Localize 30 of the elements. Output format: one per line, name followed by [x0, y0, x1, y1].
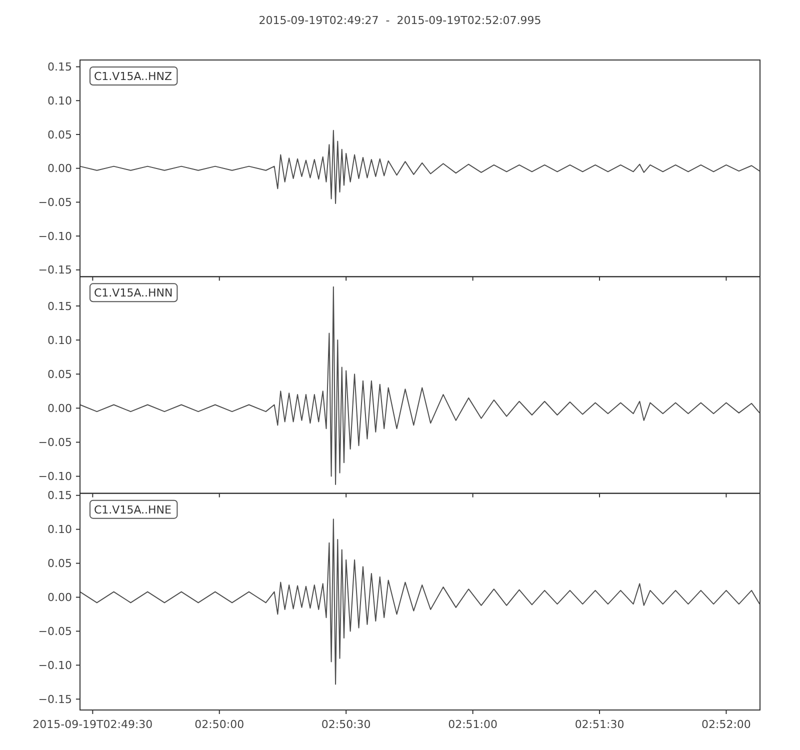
y-tick-label: −0.05 — [38, 436, 72, 450]
y-tick-label: −0.05 — [38, 625, 72, 638]
y-tick-label: 0.05 — [48, 128, 72, 142]
x-tick-label: 02:52:00 — [702, 718, 751, 731]
y-tick-label: 0.10 — [48, 94, 72, 108]
annotation: C1.V15A..HNN — [94, 286, 173, 300]
y-tick-label: −0.05 — [38, 196, 72, 210]
x-tick-label: 2015-09-19T02:49:30 — [32, 718, 153, 731]
y-tick-label: −0.10 — [38, 659, 72, 672]
x-tick-label: 02:51:30 — [574, 718, 624, 731]
y-tick-label: −0.10 — [38, 470, 72, 484]
x-tick-label: 02:50:00 — [194, 718, 244, 731]
y-tick-label: 0.05 — [48, 557, 72, 570]
y-tick-label: 0.15 — [48, 489, 72, 502]
y-tick-label: 0.05 — [48, 368, 72, 381]
annotation: C1.V15A..HNE — [94, 503, 172, 516]
x-tick-label: 02:50:30 — [321, 718, 371, 731]
y-tick-label: 0.00 — [48, 402, 72, 416]
y-tick-label: 0.15 — [48, 300, 72, 313]
y-tick-label: 0.15 — [48, 60, 72, 74]
y-tick-label: 0.10 — [48, 523, 72, 536]
y-tick-label: −0.10 — [38, 230, 72, 243]
y-tick-label: 0.10 — [48, 334, 72, 347]
chart-title: 2015-09-19T02:49:27 - 2015-09-19T02:52:07.995 — [258, 14, 542, 27]
y-tick-label: 0.00 — [48, 591, 72, 604]
annotation: C1.V15A..HNZ — [94, 70, 173, 83]
x-tick-label: 02:51:00 — [448, 718, 498, 731]
y-tick-label: −0.15 — [38, 692, 72, 706]
y-tick-label: −0.15 — [38, 264, 72, 277]
y-tick-label: 0.00 — [48, 162, 72, 176]
